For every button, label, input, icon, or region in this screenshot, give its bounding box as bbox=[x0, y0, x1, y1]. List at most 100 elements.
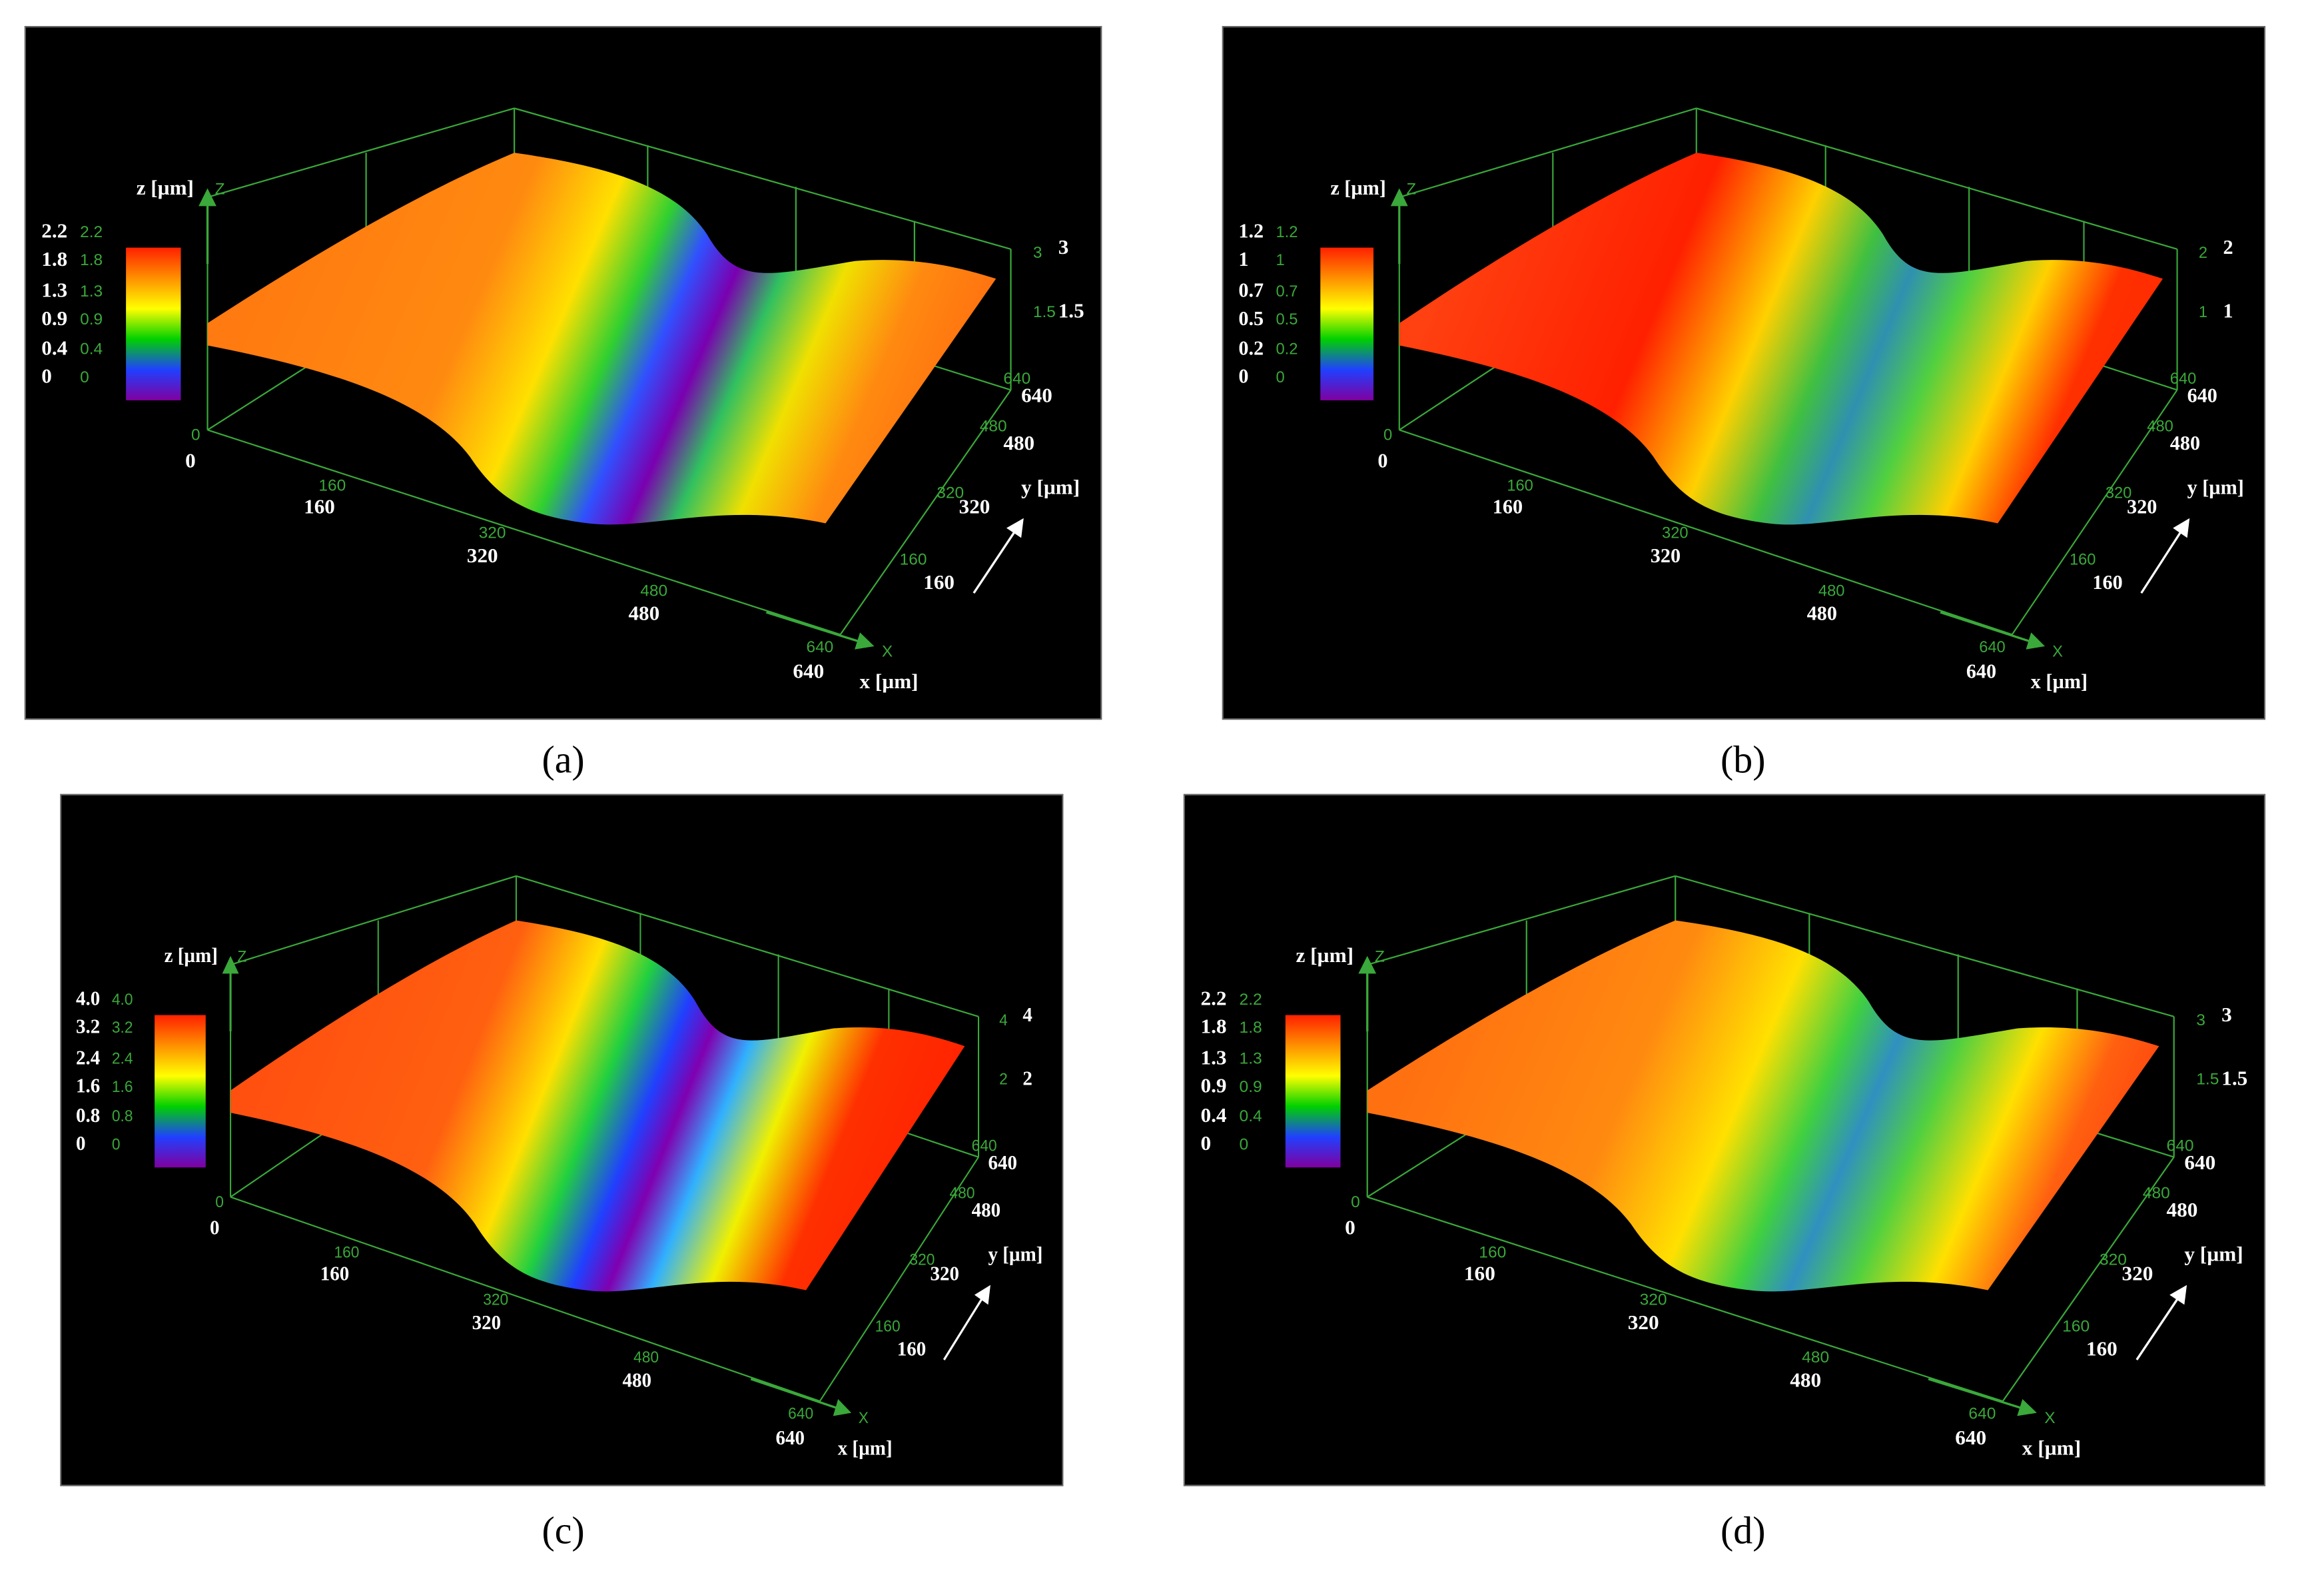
colorbar-tick-label: 0.5 bbox=[1238, 306, 1264, 330]
x-tick-label: 320 bbox=[1628, 1311, 1659, 1334]
y-tick-label-green: 480 bbox=[950, 1185, 975, 1203]
x-tick-label: 320 bbox=[1651, 544, 1681, 567]
colorbar-tick-label-green: 0.9 bbox=[80, 310, 103, 328]
y-tick-label: 640 bbox=[2184, 1151, 2215, 1174]
y-tick-label-green: 320 bbox=[937, 484, 964, 502]
x-axis-arrow bbox=[1928, 1378, 2037, 1416]
wireframe bbox=[1675, 875, 2175, 1017]
x-tick-label: 160 bbox=[304, 494, 335, 518]
y-tick-label-green: 640 bbox=[1003, 370, 1030, 388]
x-tick-label-green: 320 bbox=[1662, 524, 1689, 542]
colorbar-tick-label: 0 bbox=[1238, 364, 1248, 388]
panel: z [µm] Z 2.2 2.2 1.8 1.8 1.3 1.3 0.9 0.9 0.4 0.4 0 0 0… bbox=[1183, 793, 2266, 1486]
x-axis-letter: X bbox=[882, 643, 893, 661]
x-tick-label: 480 bbox=[628, 602, 659, 625]
colorbar-tick-label: 2.2 bbox=[1200, 987, 1226, 1010]
wireframe bbox=[1696, 107, 2177, 250]
x-tick-label: 0 bbox=[1377, 449, 1387, 472]
colorbar-tick-label-green: 2.2 bbox=[1240, 991, 1262, 1009]
y-tick-label-green: 640 bbox=[2170, 370, 2197, 388]
colorbar-tick-label: 1.8 bbox=[41, 247, 67, 270]
panel-caption: (a) bbox=[542, 738, 584, 781]
colorbar-tick-label-green: 1.3 bbox=[80, 282, 103, 300]
y-tick-label: 640 bbox=[1021, 384, 1052, 407]
colorbar-tick-label-green: 0 bbox=[80, 368, 89, 386]
colorbar-tick-label-green: 1.2 bbox=[1276, 223, 1298, 241]
x-tick-label-green: 320 bbox=[1640, 1291, 1667, 1309]
colorbar-tick-label: 0.2 bbox=[1238, 336, 1264, 360]
y-direction-arrow bbox=[2140, 518, 2190, 594]
y-axis-title: y [µm] bbox=[988, 1243, 1043, 1266]
x-axis-arrow bbox=[1940, 611, 2046, 650]
y-tick-label: 160 bbox=[923, 570, 955, 594]
z-tick-label-green: 4 bbox=[999, 1011, 1008, 1029]
x-axis-title: x [µm] bbox=[838, 1436, 893, 1460]
colorbar-tick-label-green: 0.5 bbox=[1276, 310, 1298, 328]
x-tick-label: 160 bbox=[1493, 495, 1523, 518]
x-tick-label: 640 bbox=[775, 1426, 804, 1449]
x-tick-label: 160 bbox=[320, 1262, 349, 1285]
wireframe bbox=[230, 875, 517, 966]
y-tick-label: 320 bbox=[2122, 1262, 2153, 1285]
x-tick-label-green: 160 bbox=[334, 1244, 359, 1262]
x-tick-label-green: 320 bbox=[483, 1291, 508, 1309]
colorbar-tick-label-green: 1.8 bbox=[1240, 1019, 1262, 1037]
y-direction-arrow bbox=[972, 518, 1024, 594]
colorbar-tick-label-green: 1.6 bbox=[112, 1078, 133, 1096]
colorbar-tick-label: 0.4 bbox=[41, 336, 67, 359]
colorbar bbox=[155, 1015, 206, 1168]
x-tick-label: 0 bbox=[185, 448, 196, 472]
z-axis-letter: Z bbox=[1375, 947, 1385, 965]
wireframe bbox=[514, 107, 1011, 250]
y-tick-label-green: 640 bbox=[2167, 1137, 2194, 1155]
x-axis-title: x [µm] bbox=[2031, 670, 2088, 694]
x-tick-label-green: 640 bbox=[806, 638, 833, 656]
y-axis-title: y [µm] bbox=[2187, 476, 2244, 499]
panel-caption: (d) bbox=[1721, 1508, 1765, 1552]
colorbar-tick-label-green: 1.8 bbox=[80, 251, 103, 269]
y-tick-label: 320 bbox=[2127, 495, 2157, 518]
x-tick-label-green: 0 bbox=[191, 426, 200, 444]
z-tick-label: 1.5 bbox=[2221, 1066, 2247, 1089]
x-tick-label-green: 640 bbox=[788, 1405, 813, 1423]
y-tick-label-green: 480 bbox=[980, 417, 1007, 435]
x-tick-label: 480 bbox=[622, 1368, 651, 1391]
colorbar-tick-label: 2.4 bbox=[76, 1045, 100, 1069]
y-tick-label: 480 bbox=[2170, 431, 2200, 454]
y-tick-label-green: 320 bbox=[2106, 484, 2132, 502]
wireframe bbox=[230, 1196, 821, 1402]
surface bbox=[207, 153, 996, 525]
colorbar-tick-label-green: 0 bbox=[112, 1136, 121, 1154]
x-tick-label-green: 480 bbox=[640, 582, 667, 600]
colorbar-tick-label: 0.8 bbox=[76, 1103, 100, 1127]
y-direction-arrow bbox=[2135, 1285, 2187, 1360]
wireframe bbox=[1399, 429, 2013, 636]
z-tick-label-green: 3 bbox=[2196, 1011, 2205, 1029]
colorbar bbox=[126, 247, 181, 400]
x-tick-label-green: 480 bbox=[1802, 1348, 1829, 1366]
colorbar-tick-label: 1.3 bbox=[1200, 1045, 1226, 1069]
wireframe bbox=[1399, 107, 1697, 199]
colorbar-title: z [µm] bbox=[165, 943, 218, 967]
x-tick-label: 160 bbox=[1464, 1262, 1495, 1285]
wireframe bbox=[1367, 1196, 2004, 1402]
x-axis-letter: X bbox=[2052, 642, 2063, 660]
x-tick-label-green: 0 bbox=[215, 1193, 224, 1211]
colorbar-tick-label-green: 0.8 bbox=[112, 1108, 133, 1126]
colorbar-tick-label: 0.9 bbox=[1200, 1074, 1226, 1097]
z-tick-label-green: 1.5 bbox=[2196, 1071, 2219, 1089]
x-tick-label-green: 160 bbox=[318, 476, 346, 494]
panel: z [µm] Z 4.0 4.0 3.2 3.2 2.4 2.4 1.6 1.6 0.8 0.8 0 0 0… bbox=[60, 793, 1064, 1486]
colorbar-tick-label-green: 0.4 bbox=[1240, 1107, 1262, 1125]
x-axis-letter: X bbox=[859, 1409, 869, 1427]
y-tick-label-green: 320 bbox=[2100, 1251, 2127, 1269]
x-tick-label-green: 0 bbox=[1383, 426, 1392, 444]
z-tick-label: 1 bbox=[2223, 299, 2233, 322]
x-tick-label: 0 bbox=[210, 1216, 220, 1239]
z-tick-label-green: 2 bbox=[2199, 244, 2207, 262]
colorbar-tick-label-green: 1.3 bbox=[1240, 1050, 1262, 1068]
panel-caption: (c) bbox=[542, 1508, 584, 1552]
x-tick-label: 320 bbox=[467, 544, 498, 567]
